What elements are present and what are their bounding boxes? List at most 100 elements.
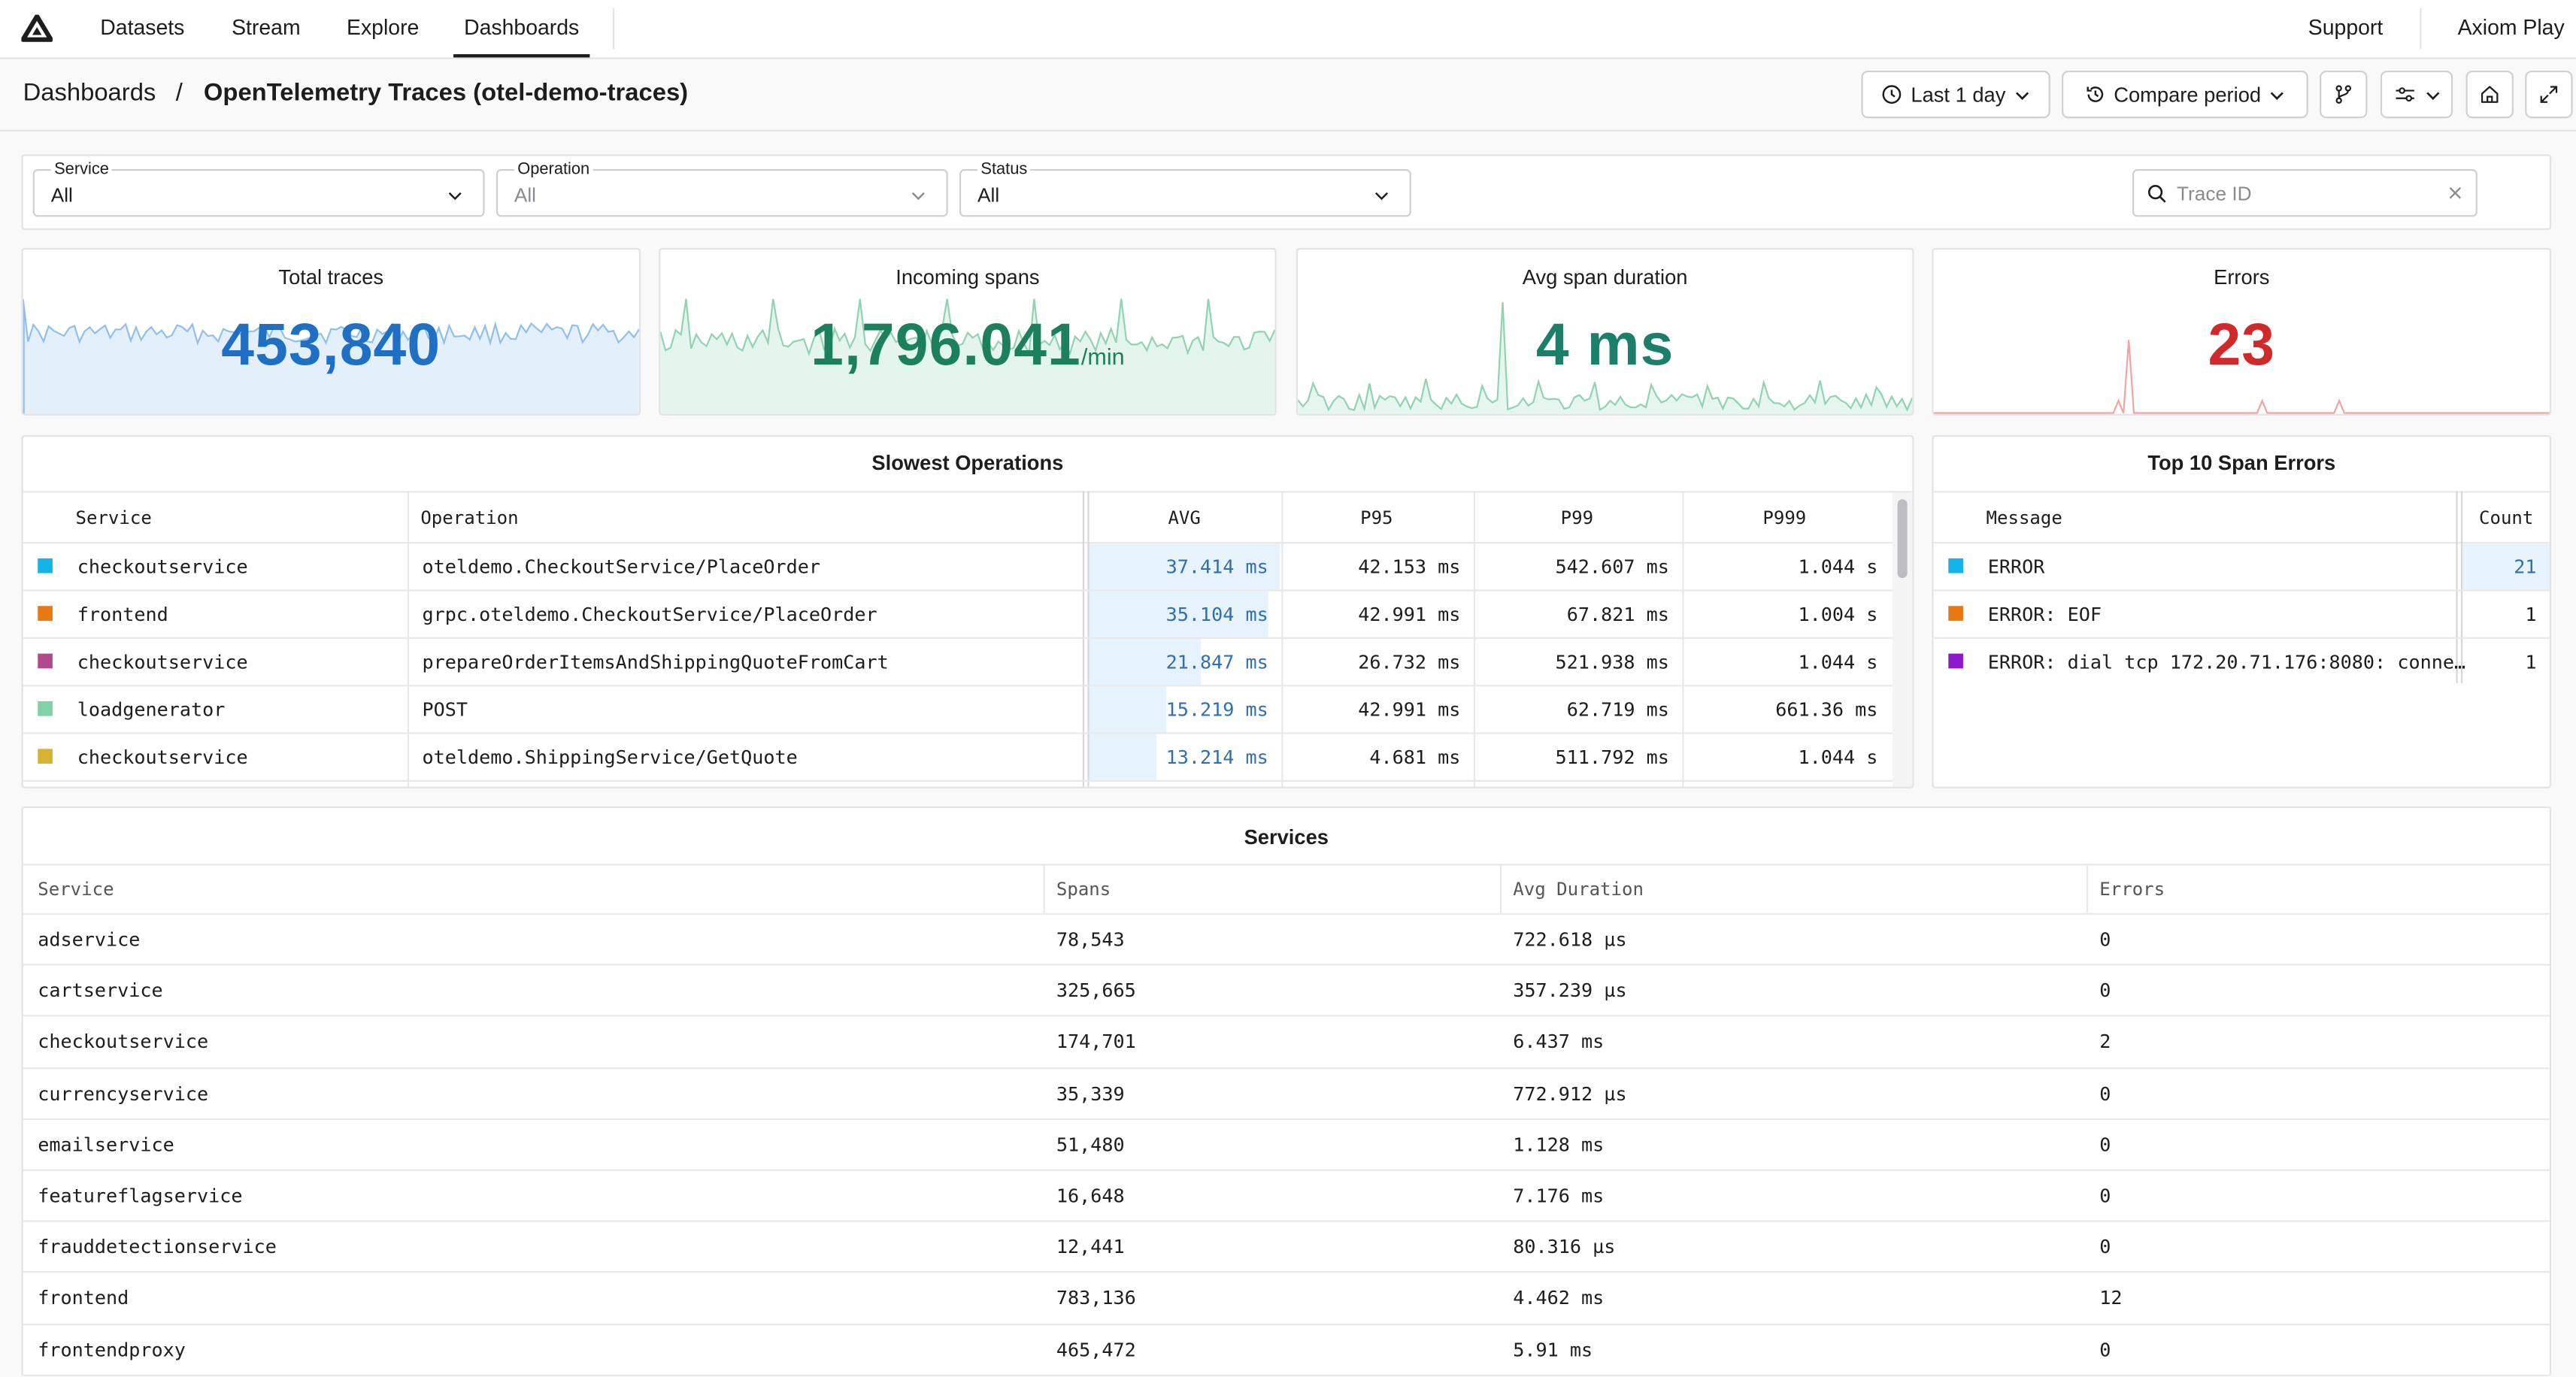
table-row[interactable]: checkoutservice oteldemo.CheckoutService/…: [23, 542, 1893, 592]
sparkline-area: [660, 298, 1275, 414]
compare-period-button[interactable]: Compare period: [2062, 70, 2308, 119]
column-header[interactable]: P95: [1360, 507, 1393, 529]
series-color-swatch: [1948, 558, 1963, 573]
column-header[interactable]: Service: [75, 507, 152, 529]
service-filter-value: All: [50, 183, 73, 207]
nav-tab-datasets[interactable]: Datasets: [100, 14, 185, 40]
column-header[interactable]: Message: [1986, 507, 2062, 529]
nav-tab-stream[interactable]: Stream: [232, 14, 301, 40]
service-filter-select[interactable]: Service All: [32, 161, 485, 217]
operation-filter-label: Operation: [514, 161, 593, 180]
column-header[interactable]: Errors: [2099, 878, 2165, 900]
home-button[interactable]: [2465, 70, 2514, 119]
table-row[interactable]: ERROR: dial tcp 172.20.71.176:8080: conn…: [1934, 637, 2550, 685]
table-row[interactable]: cartservice 325,665 357.239 µs 0: [23, 964, 2550, 1018]
sparkline-line: [1298, 301, 1913, 413]
spans-cell: 78,543: [1056, 928, 1125, 952]
stat-card-title: Total traces: [278, 265, 384, 289]
page-title: OpenTelemetry Traces (otel-demo-traces): [203, 78, 689, 107]
services-panel: Services Service Spans Avg Duration Errors a…: [21, 806, 2552, 1376]
series-color-swatch: [1948, 606, 1963, 621]
table-row[interactable]: checkoutservice prepareOrderItemsAndShipp…: [23, 637, 1893, 687]
avg-cell: 13.214 ms: [1165, 745, 1268, 769]
table-row[interactable]: checkoutservice 174,701 6.437 ms 2: [23, 1015, 2550, 1069]
column-header[interactable]: Count: [2479, 507, 2534, 529]
column-header[interactable]: P999: [1762, 507, 1807, 529]
service-cell: frauddetectionservice: [38, 1235, 277, 1259]
column-header[interactable]: P99: [1560, 507, 1594, 529]
service-cell: featureflagservice: [38, 1184, 243, 1207]
settings-menu-button[interactable]: [2380, 70, 2453, 119]
avg-cell: 15.219 ms: [1165, 698, 1268, 722]
avg-duration-cell: 6.437 ms: [1513, 1030, 1605, 1054]
breadcrumb-separator: /: [175, 78, 183, 107]
spans-cell: 465,472: [1056, 1337, 1136, 1361]
spans-cell: 35,339: [1056, 1081, 1125, 1105]
operation-filter-select[interactable]: Operation All: [496, 161, 948, 217]
spans-cell: 174,701: [1056, 1030, 1136, 1054]
table-row[interactable]: emailservice 51,480 1.128 ms 0: [23, 1118, 2550, 1171]
trace-id-input[interactable]: Trace ID: [2132, 169, 2478, 217]
p999-cell: 1.044 s: [1798, 745, 1878, 769]
stat-card[interactable]: Incoming spans 1,796.041/min: [659, 247, 1277, 416]
table-row[interactable]: frontend 783,136 4.462 ms 12: [23, 1272, 2550, 1325]
chevron-down-icon: [2271, 91, 2284, 99]
column-header[interactable]: Operation: [420, 507, 519, 529]
clear-icon[interactable]: [2448, 186, 2463, 201]
table-row[interactable]: adservice 78,543 722.618 µs 0: [23, 913, 2550, 967]
nav-tab-explore[interactable]: Explore: [347, 14, 420, 40]
stat-value-unit: /min: [1080, 343, 1125, 370]
table-row[interactable]: ERROR 21: [1933, 542, 2550, 592]
p99-cell: 521.938 ms: [1555, 650, 1669, 673]
series-color-swatch: [38, 749, 53, 764]
avg-duration-cell: 772.912 µs: [1513, 1081, 1627, 1105]
operation-cell: POST: [422, 698, 468, 722]
operation-cell: prepareOrderItemsAndShippingQuoteFromCar…: [422, 650, 889, 673]
org-switcher[interactable]: Axiom Play: [2457, 14, 2565, 40]
stat-card-title: Errors: [2214, 265, 2270, 289]
spans-cell: 325,665: [1056, 979, 1136, 1003]
column-header[interactable]: Service: [38, 878, 114, 900]
series-color-swatch: [38, 606, 53, 621]
stat-card[interactable]: Avg span duration 4 ms: [1296, 247, 1914, 416]
avg-duration-cell: 722.618 µs: [1513, 928, 1627, 952]
operation-cell: oteldemo.CheckoutService/PlaceOrder: [422, 555, 820, 579]
support-link[interactable]: Support: [2308, 14, 2384, 40]
sparkline-line: [1933, 340, 2550, 414]
table-row[interactable]: ERROR: EOF 1: [1933, 589, 2550, 639]
table-row[interactable]: frauddetectionservice 12,441 80.316 µs 0: [23, 1221, 2550, 1274]
breadcrumb-dashboards[interactable]: Dashboards: [23, 78, 156, 107]
time-range-button[interactable]: Last 1 day: [1861, 70, 2050, 119]
stat-card-value: 4 ms: [1298, 310, 1912, 380]
avg-duration-cell: 5.91 ms: [1513, 1337, 1593, 1361]
chevron-down-icon: [1375, 192, 1388, 201]
stat-card[interactable]: Errors 23: [1932, 247, 2552, 416]
table-row[interactable]: loadgenerator POST 15.219 ms 42.991 ms 62.71…: [23, 685, 1893, 734]
fullscreen-button[interactable]: [2525, 70, 2573, 119]
table-row[interactable]: frontend grpc.oteldemo.CheckoutService/Pl…: [23, 589, 1893, 639]
errors-cell: 12: [2099, 1286, 2123, 1310]
p95-cell: 4.681 ms: [1369, 745, 1461, 769]
chevron-down-icon: [911, 192, 925, 201]
stat-card[interactable]: Total traces 453,840: [21, 247, 641, 416]
column-header[interactable]: Spans: [1056, 878, 1111, 900]
column-header[interactable]: AVG: [1168, 507, 1201, 529]
table-scrollbar-thumb[interactable]: [1897, 499, 1908, 579]
series-color-swatch: [1948, 653, 1963, 669]
table-row[interactable]: featureflagservice 16,648 7.176 ms 0: [23, 1170, 2550, 1222]
service-cell: checkoutservice: [77, 650, 248, 673]
errors-cell: 0: [2099, 1184, 2111, 1207]
table-row[interactable]: currencyservice 35,339 772.912 µs 0: [23, 1067, 2550, 1120]
operation-cell: oteldemo.ShippingService/GetQuote: [422, 745, 798, 769]
p99-cell: 542.607 ms: [1555, 555, 1669, 579]
sparkline-area: [1298, 302, 1913, 414]
nav-tab-dashboards[interactable]: Dashboards: [453, 0, 590, 58]
table-row[interactable]: checkoutservice oteldemo.ShippingService/…: [23, 732, 1893, 782]
column-header[interactable]: Avg Duration: [1513, 878, 1644, 900]
status-filter-select[interactable]: Status All: [959, 161, 1411, 217]
message-cell: ERROR: EOF: [1987, 602, 2102, 626]
slowest-operations-title: Slowest Operations: [871, 451, 1064, 475]
fork-button[interactable]: [2320, 70, 2368, 119]
table-row[interactable]: frontendproxy 465,472 5.91 ms 0: [23, 1323, 2550, 1376]
axiom-logo-icon[interactable]: [21, 14, 53, 43]
